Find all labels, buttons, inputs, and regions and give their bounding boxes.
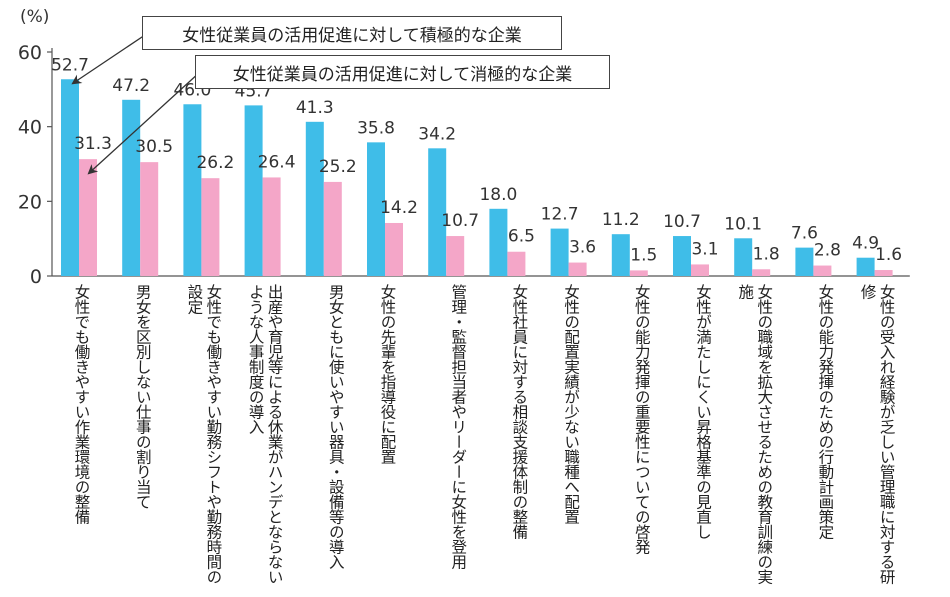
bar-negative: [140, 162, 159, 276]
y-tick-label: 40: [18, 117, 42, 139]
legend-arrow-positive: [71, 32, 149, 85]
value-label-negative: 1.8: [753, 244, 780, 264]
bar-negative: [752, 269, 771, 276]
y-tick-label: 60: [18, 42, 42, 64]
bar-negative: [691, 264, 709, 276]
bars-layer: [61, 79, 893, 277]
bar-positive: [673, 236, 691, 276]
value-label-positive: 12.7: [541, 205, 579, 225]
value-label-positive: 41.3: [296, 98, 334, 118]
value-label-positive: 11.2: [602, 210, 640, 230]
bar-negative: [813, 265, 832, 276]
bar-positive: [305, 121, 324, 277]
value-label-negative: 3.1: [691, 239, 718, 259]
category-label: 管理・監督担当者やリーダーに女性を登用: [449, 284, 468, 569]
value-label-positive: 47.2: [112, 76, 150, 96]
legend-negative-callout: 女性従業員の活用促進に対して消極的な企業: [195, 55, 610, 89]
value-label-negative: 6.5: [508, 227, 535, 247]
category-label: 出産や育児等による休業がハンデとならないような人事制度の導入: [246, 284, 284, 584]
y-tick-label: 20: [18, 191, 42, 213]
value-label-negative: 26.4: [258, 152, 296, 172]
y-axis-unit: (%): [20, 7, 49, 27]
category-label: 女性の配置実績が少ない職種へ配置: [562, 284, 581, 524]
bar-negative: [446, 236, 465, 276]
value-label-negative: 30.5: [135, 137, 173, 157]
bar-negative: [507, 251, 526, 276]
bar-negative: [79, 159, 97, 276]
value-label-positive: 52.7: [51, 55, 89, 75]
legend-arrows-layer: [71, 32, 201, 175]
bar-positive: [489, 208, 508, 276]
category-label: 女性の職域を拡大させるための教育訓練の実施: [736, 284, 774, 584]
value-labels-layer: 52.731.347.230.546.026.245.726.441.325.2…: [51, 55, 902, 265]
bar-negative: [262, 177, 281, 276]
legend-arrow-negative: [87, 71, 201, 175]
bar-positive: [856, 257, 875, 276]
value-label-positive: 10.1: [724, 214, 762, 234]
legend-positive-callout: 女性従業員の活用促進に対して積極的な企業: [142, 16, 562, 50]
value-label-positive: 18.0: [479, 185, 517, 205]
category-label: 女性が満たしにくい昇格基準の見直し: [694, 284, 712, 539]
category-label: 女性の先輩を指導役に配置: [378, 284, 397, 464]
bar-negative: [201, 178, 220, 276]
value-label-negative: 25.2: [319, 157, 357, 177]
category-label: 女性でも働きやすい作業環境の整備: [72, 284, 91, 524]
bar-positive: [795, 247, 814, 276]
category-label: 女性でも働きやすい勤務シフトや勤務時間の設定: [185, 284, 223, 584]
category-label: 男女を区別しない仕事の割り当て: [133, 284, 152, 509]
bar-positive: [428, 148, 447, 276]
category-label: 男女ともに使いやすい器具・設備等の導入: [326, 284, 345, 569]
value-label-negative: 2.8: [814, 241, 841, 261]
category-label: 女性の能力発揮の重要性についての啓発: [632, 284, 651, 554]
bar-positive: [367, 142, 385, 276]
bar-negative: [323, 181, 342, 276]
bar-positive: [122, 99, 141, 276]
value-label-positive: 7.6: [791, 224, 818, 244]
value-label-positive: 35.8: [357, 118, 395, 138]
value-label-negative: 1.6: [875, 245, 902, 265]
category-label: 女性社員に対する相談支援体制の整備: [510, 284, 529, 539]
value-label-positive: 10.7: [663, 212, 701, 232]
category-label: 女性の能力発揮のための行動計画策定: [816, 284, 835, 539]
value-label-positive: 4.9: [852, 234, 879, 254]
value-label-negative: 31.3: [74, 134, 112, 154]
bar-positive: [61, 79, 79, 277]
bar-negative: [629, 270, 648, 276]
value-label-negative: 1.5: [630, 245, 657, 265]
value-label-negative: 10.7: [441, 211, 479, 231]
bar-positive: [244, 105, 263, 277]
value-label-negative: 3.6: [569, 238, 596, 258]
bar-negative: [385, 222, 403, 276]
bar-positive: [550, 228, 569, 276]
category-label: 女性の受入れ経験が乏しい管理職に対する研修: [858, 284, 896, 584]
value-label-negative: 26.2: [196, 153, 234, 173]
y-tick-label: 0: [30, 266, 42, 288]
bar-negative: [874, 270, 893, 276]
bar-positive: [183, 104, 202, 277]
bar-positive: [734, 238, 753, 276]
value-label-positive: 34.2: [418, 124, 456, 144]
value-label-negative: 14.2: [380, 198, 418, 218]
bar-positive: [611, 234, 630, 276]
bar-negative: [568, 262, 587, 276]
